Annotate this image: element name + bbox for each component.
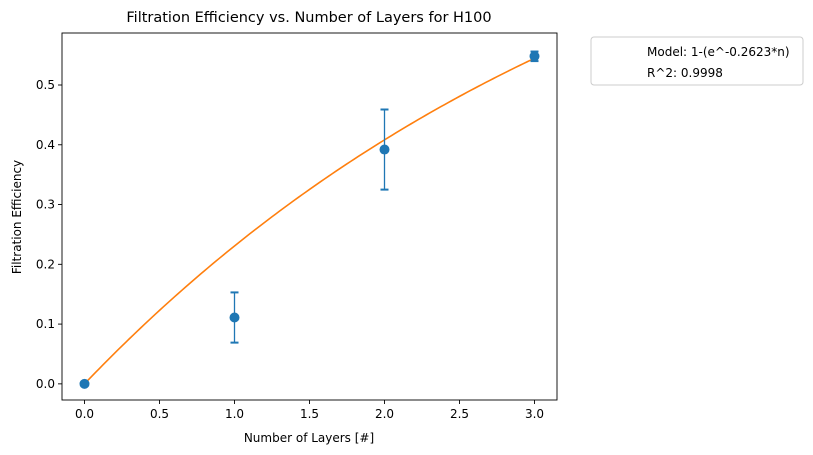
x-tick-label: 2.0 [375,407,394,421]
x-tick-label: 2.5 [450,407,469,421]
x-axis: 0.0 0.5 1.0 1.5 2.0 2.5 3.0 [75,400,544,421]
model-curve-layer [83,57,535,385]
y-tick-label: 0.0 [36,377,55,391]
x-axis-label: Number of Layers [#] [244,431,374,445]
data-point [229,312,240,323]
legend-entry-r-squared: R^2: 0.9998 [647,66,723,80]
y-tick-label: 0.5 [36,78,55,92]
legend-entry-model: Model: 1-(e^-0.2623*n) [647,45,790,59]
x-tick-label: 0.5 [150,407,169,421]
legend: Model: 1-(e^-0.2623*n) R^2: 0.9998 [590,36,804,86]
legend-box [590,36,804,86]
data-point [79,378,90,389]
y-tick-label: 0.2 [36,257,55,271]
plot-area [61,32,558,401]
chart-title: Filtration Efficiency vs. Number of Laye… [126,10,491,26]
x-tick-label: 3.0 [525,407,544,421]
y-tick-label: 0.1 [36,317,55,331]
x-tick-label: 1.0 [225,407,244,421]
y-tick-label: 0.3 [36,198,55,212]
y-tick-label: 0.4 [36,138,55,152]
x-tick-label: 1.5 [300,407,319,421]
y-axis: 0.0 0.1 0.2 0.3 0.4 0.5 [36,78,62,391]
data-point [529,51,540,62]
x-tick-label: 0.0 [75,407,94,421]
data-point [379,144,390,155]
y-axis-label: Filtration Efficiency [10,160,24,274]
model-curve-line [83,57,535,385]
data-points-layer [79,50,540,389]
